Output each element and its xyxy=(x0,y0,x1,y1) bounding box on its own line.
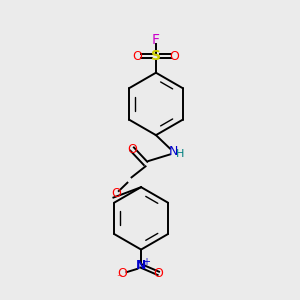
Text: O: O xyxy=(111,188,121,200)
Text: +: + xyxy=(142,257,149,267)
Text: O: O xyxy=(133,50,142,63)
Text: H: H xyxy=(176,149,184,159)
Text: F: F xyxy=(152,33,160,47)
Text: N: N xyxy=(169,145,178,158)
Text: N: N xyxy=(136,260,146,272)
Text: O: O xyxy=(153,267,163,280)
Text: ⁻: ⁻ xyxy=(116,273,122,284)
Text: O: O xyxy=(127,142,137,156)
Text: O: O xyxy=(169,50,179,63)
Text: O: O xyxy=(118,267,128,280)
Text: S: S xyxy=(151,50,161,63)
